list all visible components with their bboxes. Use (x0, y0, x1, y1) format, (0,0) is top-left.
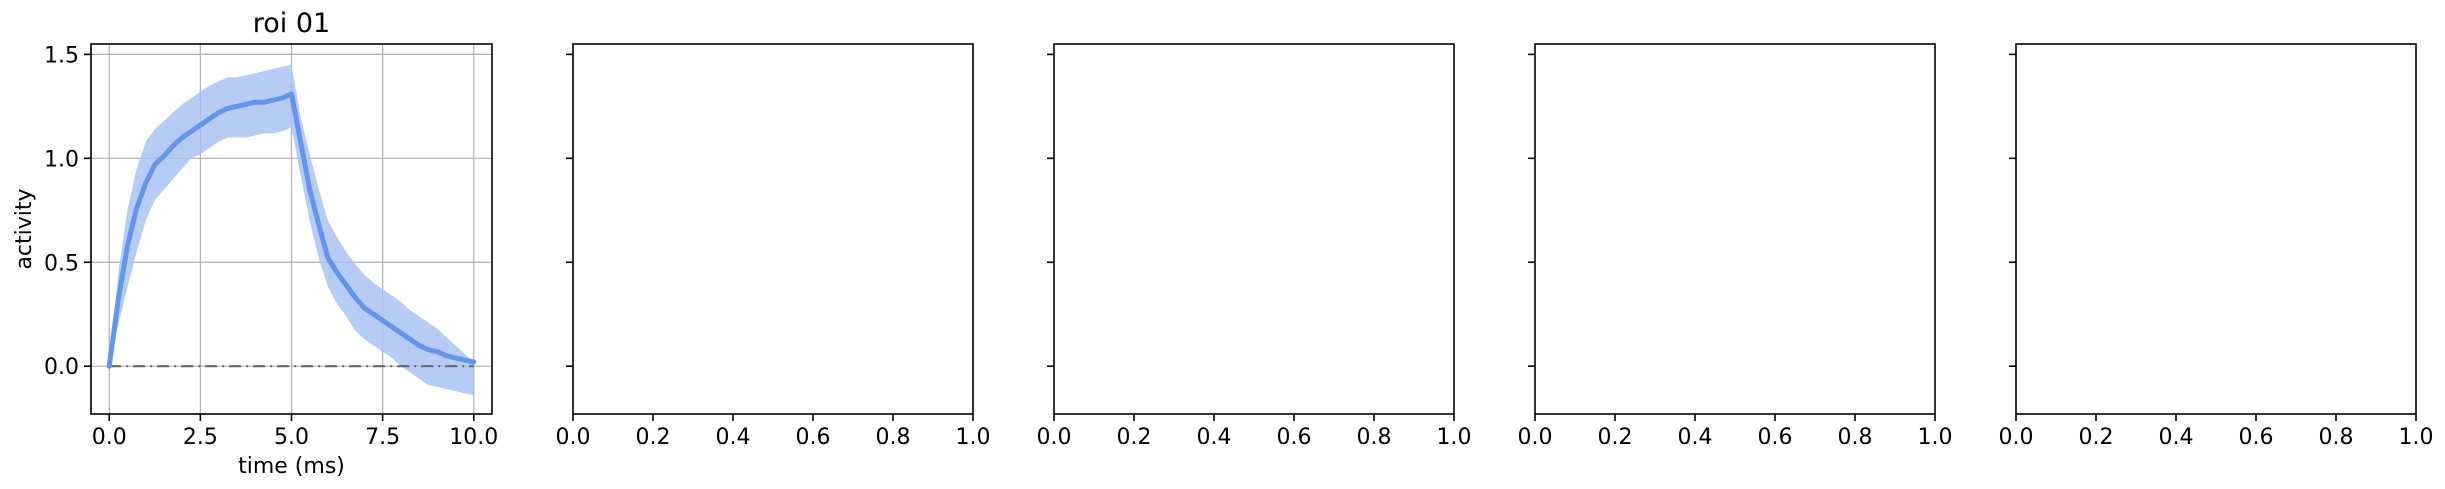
x-tick-label: 0.8 (876, 425, 911, 450)
x-tick-label: 0.4 (1678, 425, 1713, 450)
x-tick-label: 0.2 (1117, 425, 1152, 450)
x-axis-label: time (ms) (238, 454, 345, 479)
x-tick-label: 0.8 (2319, 425, 2354, 450)
x-tick-label: 0.0 (92, 425, 127, 450)
x-tick-label: 1.0 (1918, 425, 1953, 450)
x-tick-label: 0.8 (1838, 425, 1873, 450)
y-tick-label: 1.5 (44, 43, 79, 68)
x-tick-label: 0.2 (2079, 425, 2114, 450)
x-tick-label: 0.6 (2239, 425, 2274, 450)
x-tick-label: 0.0 (1518, 425, 1553, 450)
x-tick-label: 0.6 (1277, 425, 1312, 450)
x-tick-label: 10.0 (449, 425, 498, 450)
x-tick-label: 0.0 (1999, 425, 2034, 450)
axes-2 (566, 43, 974, 421)
x-tick-label: 0.0 (1037, 425, 1072, 450)
axes-frame (1053, 43, 1455, 415)
x-tick-label: 0.4 (2159, 425, 2194, 450)
x-tick-label: 0.4 (1197, 425, 1232, 450)
x-tick-label: 0.6 (796, 425, 831, 450)
axes-1 (84, 43, 493, 421)
x-tick-label: 7.5 (365, 425, 400, 450)
y-axis-label: activity (12, 188, 37, 269)
y-tick-label: 1.0 (44, 147, 79, 172)
mean-line (106, 91, 477, 369)
x-tick-label: 0.0 (556, 425, 591, 450)
axes-4 (1528, 43, 1936, 421)
axes-frame (2015, 43, 2417, 415)
confidence-band (109, 64, 474, 396)
axes-5 (2009, 43, 2417, 421)
y-tick-label: 0.0 (44, 355, 79, 380)
chart-title: roi 01 (253, 8, 330, 39)
x-tick-label: 0.8 (1357, 425, 1392, 450)
x-tick-label: 1.0 (1437, 425, 1472, 450)
x-tick-label: 1.0 (956, 425, 991, 450)
axes-frame (1534, 43, 1936, 415)
axes-3 (1047, 43, 1455, 421)
x-tick-label: 0.2 (636, 425, 671, 450)
x-tick-label: 2.5 (183, 425, 218, 450)
x-tick-label: 5.0 (274, 425, 309, 450)
axes-frame (572, 43, 974, 415)
y-tick-label: 0.5 (44, 251, 79, 276)
x-tick-label: 1.0 (2399, 425, 2434, 450)
x-tick-label: 0.4 (716, 425, 751, 450)
x-tick-label: 0.6 (1758, 425, 1793, 450)
x-tick-label: 0.2 (1598, 425, 1633, 450)
